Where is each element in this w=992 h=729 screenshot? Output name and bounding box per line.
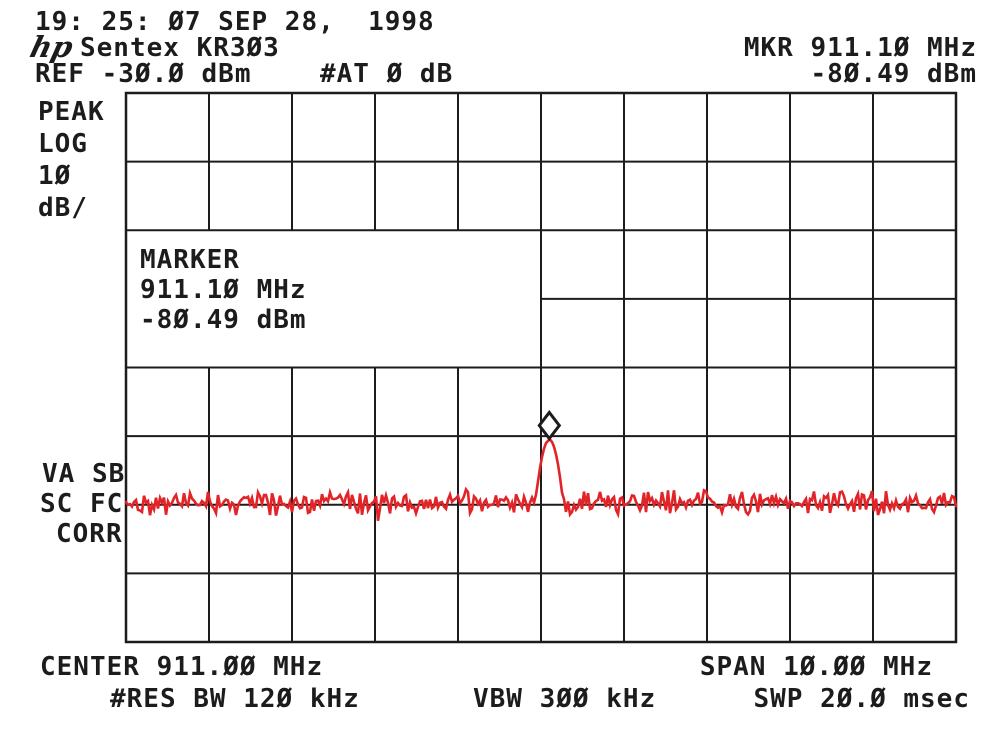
- marker-annotation-amplitude: -8Ø.49 dBm: [140, 305, 307, 335]
- datetime-readout: 19: 25: Ø7 SEP 28, 1998: [35, 7, 435, 37]
- marker-amplitude-readout: -8Ø.49 dBm: [810, 59, 977, 89]
- spectrum-trace: [124, 438, 958, 522]
- marker-annotation-title: MARKER: [140, 245, 240, 275]
- ref-level-readout: REF -3Ø.Ø dBm: [35, 59, 252, 89]
- scale-type-label: LOG: [38, 129, 88, 159]
- scale-unit-label: dB/: [38, 193, 88, 223]
- center-frequency-readout: CENTER 911.ØØ MHz: [40, 652, 324, 682]
- marker-diamond: [537, 410, 562, 441]
- status-corr-label: CORR: [56, 519, 123, 549]
- marker-frequency-readout: MKR 911.1Ø MHz: [743, 33, 977, 63]
- attenuation-readout: #AT Ø dB: [320, 59, 454, 89]
- detector-mode-label: PEAK: [38, 97, 105, 127]
- vbw-readout: VBW 3ØØ kHz: [473, 684, 657, 714]
- status-sc-fc-label: SC FC: [40, 489, 124, 519]
- sweep-time-readout: SWP 2Ø.Ø msec: [753, 684, 970, 714]
- scale-value-label: 1Ø: [38, 161, 72, 191]
- span-readout: SPAN 1Ø.ØØ MHz: [699, 652, 933, 682]
- status-va-sb-label: VA SB: [42, 459, 126, 489]
- model-label: Sentex KR3Ø3: [80, 33, 280, 63]
- marker-annotation-frequency: 911.1Ø MHz: [140, 275, 307, 305]
- res-bw-readout: #RES BW 12Ø kHz: [110, 684, 360, 714]
